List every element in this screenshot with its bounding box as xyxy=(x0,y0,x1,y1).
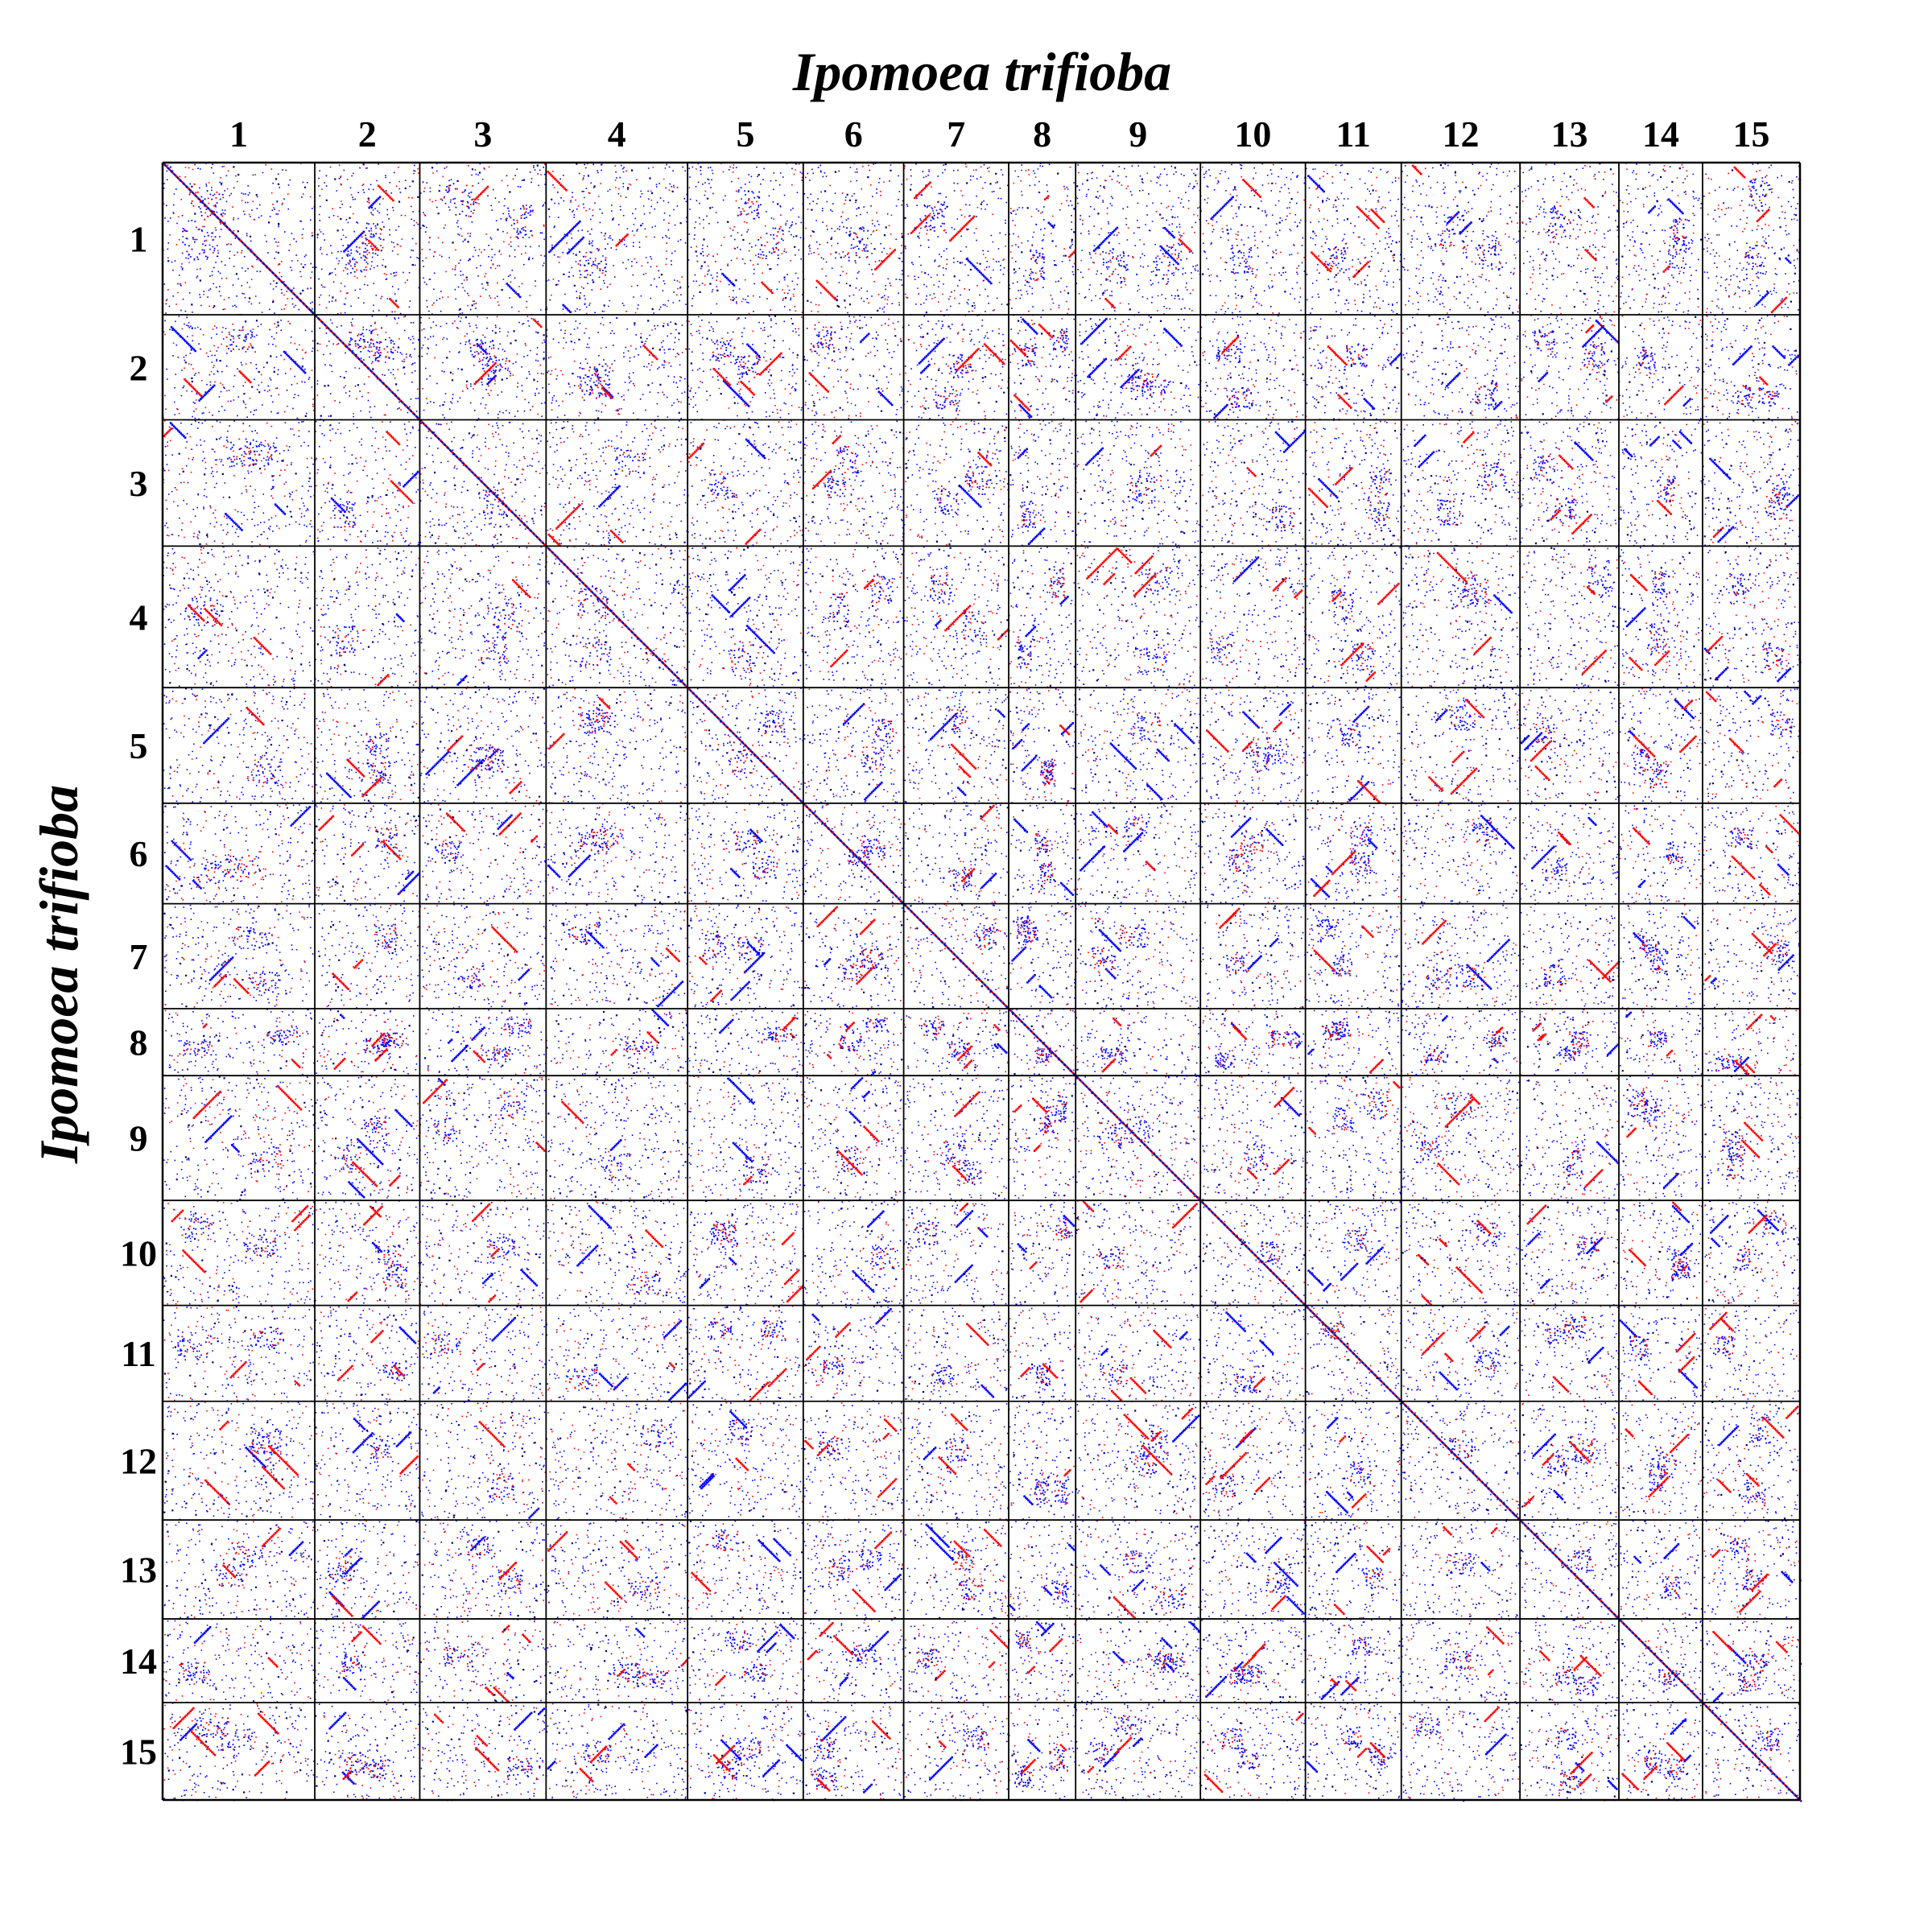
x-tick-label: 5 xyxy=(736,114,754,155)
x-tick-label: 11 xyxy=(1335,114,1370,155)
x-tick-label: 2 xyxy=(358,114,377,155)
y-tick-label: 15 xyxy=(120,1732,157,1773)
y-tick-label: 14 xyxy=(120,1641,157,1682)
y-tick-label: 7 xyxy=(130,936,148,977)
y-tick-label: 10 xyxy=(120,1232,157,1274)
y-tick-label: 2 xyxy=(130,347,148,388)
y-tick-label: 3 xyxy=(130,463,148,504)
x-tick-label: 1 xyxy=(229,114,248,155)
y-tick-label: 5 xyxy=(130,725,148,766)
x-tick-label: 9 xyxy=(1129,114,1147,155)
y-tick-label: 6 xyxy=(130,833,148,874)
red-dots xyxy=(163,163,1802,1802)
y-tick-label: 8 xyxy=(130,1022,148,1063)
x-tick-label: 3 xyxy=(473,114,492,155)
y-tick-label: 1 xyxy=(130,219,148,260)
x-tick-label: 12 xyxy=(1442,114,1479,155)
x-tick-labels: 1 2 3 4 5 6 7 8 9 10 11 12 13 14 15 xyxy=(229,114,1769,155)
y-tick-label: 13 xyxy=(120,1550,157,1591)
x-axis-title: Ipomoea trifioba xyxy=(792,41,1171,102)
x-tick-label: 8 xyxy=(1033,114,1051,155)
x-tick-label: 14 xyxy=(1642,114,1679,155)
y-tick-label: 9 xyxy=(130,1118,148,1159)
navy-dots xyxy=(163,163,1802,1802)
x-tick-label: 10 xyxy=(1234,114,1271,155)
x-tick-label: 7 xyxy=(947,114,965,155)
dots-layer xyxy=(163,163,1802,1802)
grid-layer xyxy=(161,161,1802,1802)
x-tick-label: 4 xyxy=(608,114,626,155)
y-tick-label: 11 xyxy=(121,1333,155,1374)
y-tick-label: 12 xyxy=(120,1440,157,1481)
x-tick-label: 13 xyxy=(1551,114,1588,155)
y-tick-label: 4 xyxy=(130,597,148,638)
x-tick-label: 15 xyxy=(1733,114,1770,155)
x-tick-label: 6 xyxy=(844,114,863,155)
y-axis-title: Ipomoea trifioba xyxy=(28,785,89,1164)
